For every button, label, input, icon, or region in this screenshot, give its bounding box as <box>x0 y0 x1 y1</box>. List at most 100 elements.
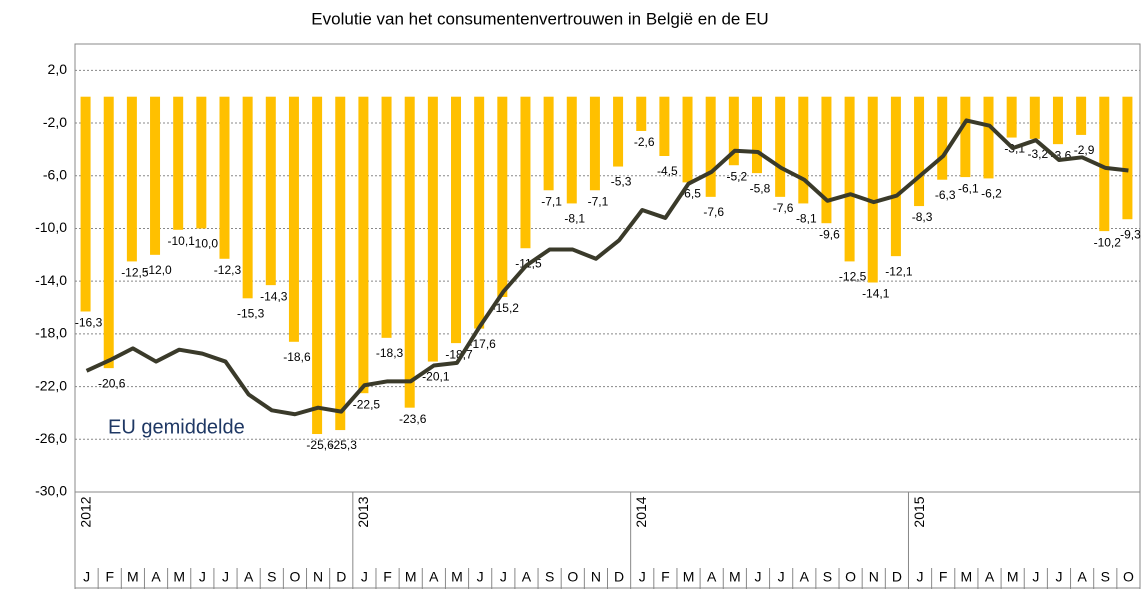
x-tick-label: A <box>1077 569 1087 585</box>
x-tick-label: M <box>683 569 695 585</box>
x-tick-label: O <box>1123 569 1134 585</box>
bar <box>381 96 392 338</box>
bar <box>636 96 647 131</box>
y-tick-label: -22,0 <box>35 377 67 393</box>
data-label: -10,1 <box>168 234 196 248</box>
bar <box>613 96 624 167</box>
y-tick-label: -18,0 <box>35 325 67 341</box>
data-label: -6,3 <box>935 188 956 202</box>
bar <box>844 96 855 262</box>
bar <box>80 96 91 312</box>
data-label: -7,6 <box>703 205 724 219</box>
x-tick-label: M <box>405 569 417 585</box>
x-tick-label: D <box>892 569 902 585</box>
data-label: -12,5 <box>839 270 867 284</box>
bar <box>358 96 369 394</box>
x-tick-label: A <box>985 569 995 585</box>
x-tick-label: F <box>105 569 114 585</box>
x-tick-label: J <box>222 569 229 585</box>
year-label: 2013 <box>355 496 371 527</box>
bar <box>589 96 600 191</box>
data-label: -8,1 <box>564 212 585 226</box>
x-tick-label: J <box>1032 569 1039 585</box>
x-tick-label: S <box>545 569 554 585</box>
bar <box>751 96 762 174</box>
y-tick-label: -6,0 <box>43 166 67 182</box>
bar <box>404 96 415 408</box>
y-tick-label: -30,0 <box>35 483 67 499</box>
x-tick-label: M <box>961 569 973 585</box>
bar <box>173 96 184 230</box>
x-tick-label: J <box>477 569 484 585</box>
data-label: -12,5 <box>121 266 149 280</box>
bar <box>312 96 323 435</box>
bar <box>242 96 253 299</box>
data-label: -9,6 <box>819 227 840 241</box>
data-label: -5,2 <box>726 169 747 183</box>
bar <box>219 96 230 259</box>
data-label: -9,3 <box>1120 227 1141 241</box>
x-tick-label: J <box>917 569 924 585</box>
bar <box>890 96 901 257</box>
bar <box>1076 96 1087 135</box>
bar <box>427 96 438 362</box>
data-label: -8,1 <box>796 212 817 226</box>
bar <box>451 96 462 344</box>
bar <box>798 96 809 204</box>
data-label: -14,1 <box>862 287 890 301</box>
x-tick-label: N <box>869 569 879 585</box>
bar <box>103 96 114 369</box>
data-label: -5,3 <box>611 175 632 189</box>
bar <box>126 96 137 262</box>
bar <box>705 96 716 197</box>
data-label: -25,3 <box>330 438 358 452</box>
chart-title: Evolutie van het consumentenvertrouwen i… <box>311 9 768 28</box>
data-label: -17,6 <box>468 337 496 351</box>
x-tick-label: A <box>800 569 810 585</box>
x-tick-label: N <box>313 569 323 585</box>
data-label: -6,1 <box>958 181 979 195</box>
data-label: -22,5 <box>353 397 381 411</box>
bar <box>335 96 346 431</box>
x-tick-label: M <box>1007 569 1019 585</box>
x-tick-label: M <box>729 569 741 585</box>
x-tick-label: J <box>199 569 206 585</box>
year-label: 2015 <box>911 496 927 527</box>
x-tick-label: J <box>754 569 761 585</box>
data-label: -25,6 <box>306 438 334 452</box>
x-tick-label: M <box>173 569 185 585</box>
x-tick-label: J <box>778 569 785 585</box>
x-tick-label: A <box>151 569 161 585</box>
data-label: -12,3 <box>214 263 242 277</box>
y-tick-label: -2,0 <box>43 114 67 130</box>
x-tick-label: O <box>290 569 301 585</box>
x-tick-label: A <box>244 569 254 585</box>
bar <box>566 96 577 204</box>
bar <box>983 96 994 179</box>
x-tick-label: A <box>707 569 717 585</box>
bar <box>937 96 948 180</box>
data-label: -4,5 <box>657 164 678 178</box>
x-tick-label: F <box>661 569 670 585</box>
data-label: -7,1 <box>588 194 609 208</box>
data-label: -15,2 <box>492 301 520 315</box>
line-label: EU gemiddelde <box>108 416 245 438</box>
x-tick-label: J <box>639 569 646 585</box>
x-tick-label: A <box>522 569 532 585</box>
data-label: -10,2 <box>1094 235 1122 249</box>
x-tick-label: A <box>429 569 439 585</box>
data-label: -2,9 <box>1074 143 1095 157</box>
data-label: -18,3 <box>376 346 404 360</box>
bar <box>497 96 508 297</box>
bar <box>1006 96 1017 138</box>
data-label: -3,2 <box>1027 147 1048 161</box>
data-label: -14,3 <box>260 289 288 303</box>
x-tick-label: D <box>614 569 624 585</box>
data-label: -18,6 <box>283 350 311 364</box>
y-tick-label: -14,0 <box>35 272 67 288</box>
data-label: -6,2 <box>981 187 1002 201</box>
x-tick-label: J <box>361 569 368 585</box>
y-tick-label: 2,0 <box>48 61 68 77</box>
bar <box>867 96 878 283</box>
data-label: -12,0 <box>144 263 172 277</box>
